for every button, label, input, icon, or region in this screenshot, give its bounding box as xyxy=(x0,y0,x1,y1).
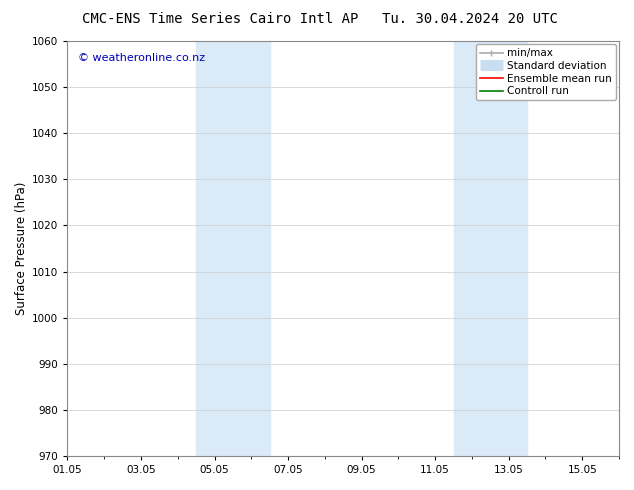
Text: © weatheronline.co.nz: © weatheronline.co.nz xyxy=(79,53,205,64)
Bar xyxy=(453,41,527,456)
Text: Tu. 30.04.2024 20 UTC: Tu. 30.04.2024 20 UTC xyxy=(382,12,558,26)
Legend: min/max, Standard deviation, Ensemble mean run, Controll run: min/max, Standard deviation, Ensemble me… xyxy=(476,44,616,100)
Bar xyxy=(196,41,269,456)
Text: CMC-ENS Time Series Cairo Intl AP: CMC-ENS Time Series Cairo Intl AP xyxy=(82,12,359,26)
Y-axis label: Surface Pressure (hPa): Surface Pressure (hPa) xyxy=(15,182,28,315)
